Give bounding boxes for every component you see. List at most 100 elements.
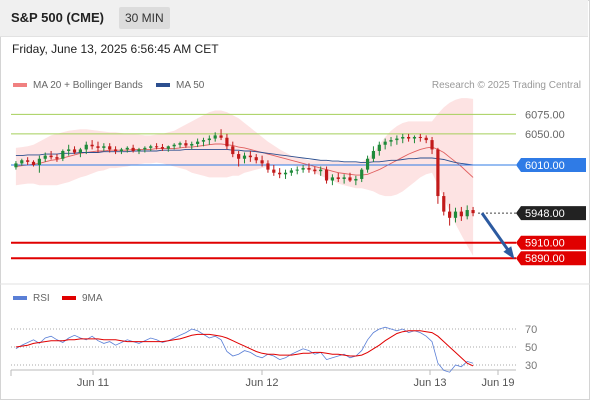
- candle-body: [237, 154, 241, 159]
- candle-body: [149, 146, 153, 148]
- level-label-support: 5890.00: [525, 253, 565, 265]
- candle-body: [424, 137, 428, 141]
- candle-body: [20, 160, 24, 164]
- candle-body: [178, 143, 182, 145]
- candle-body: [55, 157, 59, 159]
- candle-body: [242, 155, 247, 159]
- candle-body: [365, 158, 370, 170]
- candle-body: [26, 160, 30, 162]
- level-label-resistance: 6050.00: [525, 129, 565, 141]
- candle-body: [412, 136, 417, 139]
- ma50-line: [15, 148, 474, 166]
- candle-body: [266, 163, 270, 170]
- candle-body: [219, 135, 223, 138]
- candle-body: [125, 147, 129, 150]
- interval-selector[interactable]: 30 MIN: [119, 7, 170, 29]
- projection-arrow-head: [503, 246, 515, 260]
- level-label-pivot: 6010.00: [525, 160, 565, 172]
- candle-body: [459, 211, 463, 217]
- header-bar: S&P 500 (CME) 30 MIN: [0, 0, 588, 37]
- candle-body: [260, 160, 264, 164]
- legend-bollinger-swatch: [13, 83, 27, 88]
- candle-body: [348, 177, 352, 181]
- candle-body: [90, 144, 94, 147]
- candle-body: [407, 136, 411, 139]
- candle-body: [96, 146, 100, 148]
- candle-body: [354, 178, 358, 181]
- legend-bollinger: MA 20 + Bollinger Bands: [13, 80, 143, 91]
- x-tick-label: Jun 11: [77, 377, 109, 389]
- x-tick-label: Jun 19: [481, 377, 514, 389]
- timestamp: Friday, June 13, 2025 6:56:45 AM CET: [12, 42, 219, 56]
- candle-body: [278, 172, 282, 175]
- projection-arrow-line: [480, 212, 513, 256]
- candle-body: [254, 157, 258, 161]
- legend-ma50: MA 50: [156, 80, 204, 91]
- candle-body: [401, 136, 405, 139]
- candle-body: [442, 196, 446, 212]
- legend-rsi-label: RSI: [33, 293, 50, 304]
- candle-body: [172, 144, 176, 147]
- candle-body: [377, 144, 381, 151]
- candle-body: [383, 141, 387, 145]
- candle-body: [143, 147, 147, 150]
- legend-ma50-swatch: [156, 83, 170, 88]
- candle-body: [67, 149, 71, 151]
- level-label-resistance: 6075.00: [525, 109, 565, 121]
- candle-body: [389, 140, 393, 142]
- candle-body: [360, 169, 364, 179]
- x-tick-label: Jun 13: [413, 377, 446, 389]
- candle-body: [154, 146, 159, 148]
- candle-body: [371, 150, 376, 159]
- level-label-box-last: [516, 206, 586, 221]
- candle-body: [395, 138, 399, 141]
- candle-body: [102, 146, 106, 148]
- candle-body: [84, 144, 88, 150]
- level-label-box-support: [516, 251, 586, 266]
- candle-body: [283, 172, 288, 175]
- level-label-box-pivot: [516, 157, 586, 172]
- legend-9ma: 9MA: [62, 293, 103, 304]
- candle-body: [190, 143, 194, 146]
- candle-body: [330, 177, 335, 181]
- level-label-last: 5948.00: [525, 208, 565, 220]
- rsi-line: [15, 326, 474, 373]
- level-label-box-support: [516, 235, 586, 250]
- candle-body: [14, 163, 18, 168]
- candle-body: [313, 169, 317, 172]
- candle-body: [184, 143, 188, 146]
- legend-bollinger-label: MA 20 + Bollinger Bands: [33, 80, 143, 91]
- candle-body: [72, 149, 77, 153]
- legend-ma50-label: MA 50: [176, 80, 205, 91]
- candle-body: [430, 140, 434, 150]
- legend-9ma-swatch: [62, 296, 76, 301]
- rsi-tick-label: 30: [525, 360, 537, 372]
- candle-body: [248, 155, 252, 158]
- candle-body: [43, 155, 47, 159]
- candle-body: [108, 146, 112, 150]
- candle-body: [160, 147, 165, 149]
- candle-body: [231, 146, 235, 155]
- candle-body: [131, 147, 135, 151]
- candle-body: [319, 169, 323, 172]
- candle-body: [336, 177, 340, 179]
- candle-body: [471, 210, 475, 214]
- legend-9ma-label: 9MA: [82, 293, 103, 304]
- candle-body: [324, 169, 329, 181]
- candle-body: [119, 149, 124, 151]
- candle-body: [342, 177, 346, 179]
- instrument-title: S&P 500 (CME): [11, 10, 104, 25]
- candle-body: [295, 169, 299, 171]
- legend-rsi: RSI: [13, 293, 50, 304]
- level-label-support: 5910.00: [525, 238, 565, 250]
- bollinger-band-fill: [15, 98, 474, 256]
- candle-body: [207, 138, 211, 141]
- legend-rsi-swatch: [13, 296, 27, 301]
- copyright-note: Research © 2025 Trading Central: [431, 80, 581, 91]
- candle-body: [49, 155, 53, 158]
- x-tick-label: Jun 12: [245, 377, 278, 389]
- candle-body: [196, 141, 200, 144]
- candle-body: [301, 168, 305, 170]
- candle-body: [436, 149, 440, 197]
